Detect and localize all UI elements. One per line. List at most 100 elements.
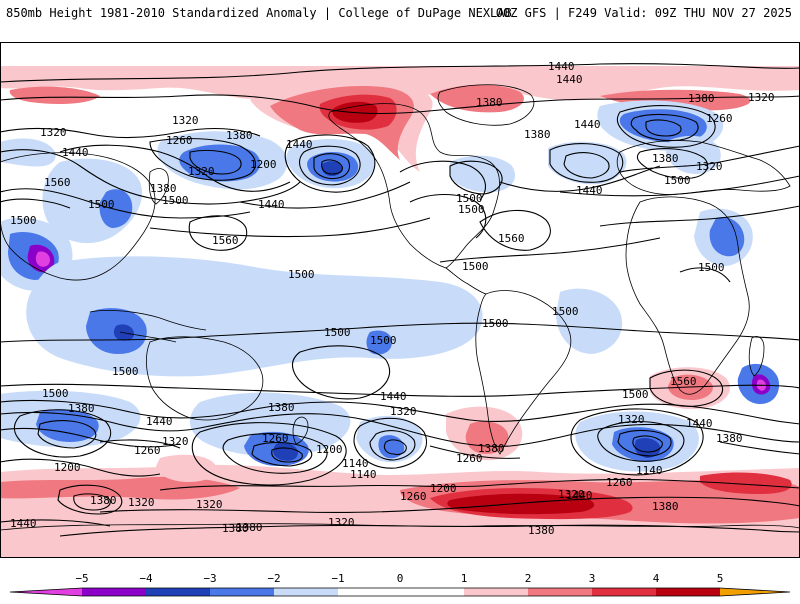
coastline-central-america <box>445 267 487 295</box>
contour-1260-nw <box>149 137 256 181</box>
anomaly-area-ant-positive4 <box>447 493 595 515</box>
colorbar-tick-label: 3 <box>589 572 596 585</box>
contour-1560-saf <box>649 369 723 407</box>
contour-label: 1500 <box>482 317 509 330</box>
contour-label: 1440 <box>686 417 713 430</box>
colorbar-segment-zero <box>338 588 464 596</box>
contour-1560-atl <box>479 209 551 251</box>
contour-label: 1500 <box>112 365 139 378</box>
contour-label: 1440 <box>548 60 575 73</box>
contour-label: 1380 <box>652 152 679 165</box>
contour-label: 1500 <box>698 261 725 274</box>
anomaly-area-atlantic-negative <box>548 141 627 185</box>
contour-label: 1500 <box>622 388 649 401</box>
contour-eu-ring2 <box>630 114 699 142</box>
colorbar-tick-label: 5 <box>717 572 724 585</box>
contour-label: 1260 <box>606 476 633 489</box>
contour-s-low-c-ring2 <box>597 421 685 462</box>
contour-1380-south <box>0 411 800 447</box>
contour-label: 1320 <box>188 165 215 178</box>
contour-s-low-b-ring2 <box>369 430 416 461</box>
contour-s-low-a-ring1 <box>191 422 347 486</box>
anomaly-area-ant-positive-band2 <box>0 476 240 500</box>
anomaly-area-sam-negative <box>556 288 623 354</box>
contour-labels: 1440 1440 1380 1440 1380 1380 1320 1260 … <box>10 60 775 537</box>
contour-label: 1440 <box>556 73 583 86</box>
anomaly-area-sw-positive <box>156 454 217 482</box>
contour-label: 1260 <box>400 490 427 503</box>
contour-aleutian-ring1 <box>284 134 376 193</box>
contour-label: 1380 <box>716 432 743 445</box>
contour-label: 1260 <box>706 112 733 125</box>
map-title: 850mb Height 1981-2010 Standardized Anom… <box>6 6 512 20</box>
contour-label: 1200 <box>430 482 457 495</box>
anomaly-area-northwest-positive <box>9 86 100 104</box>
coastline-greenland <box>437 84 535 126</box>
contour-s-low-a-ring4 <box>271 447 303 463</box>
contour-1440-south2 <box>0 519 111 527</box>
contour-1560-asia <box>0 198 71 209</box>
anomaly-area-greenland-positive <box>430 84 524 113</box>
anomaly-map: 1440 1440 1380 1440 1380 1380 1320 1260 … <box>0 42 800 558</box>
colorbar-segment-pos4 <box>656 588 720 596</box>
contour-label: 1200 <box>316 443 343 456</box>
colorbar-tick-label: 0 <box>397 572 404 585</box>
contour-sw-low-ring2 <box>37 420 97 449</box>
colorbar-segment-neg5 <box>10 588 82 596</box>
contour-label: 1440 <box>286 138 313 151</box>
contour-label: 1320 <box>196 498 223 511</box>
contour-label: 1500 <box>88 198 115 211</box>
contour-label: 1500 <box>458 203 485 216</box>
contour-label: 1500 <box>42 387 69 400</box>
coastline-indonesia <box>89 310 207 343</box>
contour-eu-ring3 <box>645 119 682 137</box>
contour-1500-south <box>0 383 800 397</box>
colorbar-segment-pos5 <box>720 588 790 596</box>
contour-1560-pac <box>188 215 248 251</box>
contour-label: 1500 <box>288 268 315 281</box>
contour-1500-eu <box>599 205 800 227</box>
contour-label: 1200 <box>250 158 277 171</box>
colorbar-svg: −5 −4 −3 −2 −1 0 1 2 3 4 5 <box>9 572 791 597</box>
contour-sw-low-ring1 <box>13 409 112 458</box>
contour-label: 1260 <box>166 134 193 147</box>
colorbar-outline <box>9 587 791 597</box>
anomaly-area-south-negative-w2 <box>36 409 99 442</box>
contour-label: 1440 <box>566 489 593 502</box>
contour-label: 1380 <box>478 442 505 455</box>
contour-label: 1560 <box>212 234 239 247</box>
contour-1440-pac <box>239 181 411 209</box>
coastline-japan <box>148 168 169 205</box>
contour-label: 1500 <box>324 326 351 339</box>
contour-1200-nw <box>189 149 242 175</box>
contour-label: 1560 <box>498 232 525 245</box>
contour-label: 1380 <box>268 401 295 414</box>
contour-label: 1260 <box>134 444 161 457</box>
colorbar-tick-label: −2 <box>267 572 280 585</box>
anomaly-area-spac-negative2 <box>366 330 392 355</box>
coastline-europe <box>616 140 791 195</box>
anomaly-area-south-negative-a3 <box>273 442 298 461</box>
contour-1440-atl <box>499 165 661 192</box>
contour-1320-south2 <box>99 496 800 514</box>
contour-label: 1440 <box>258 198 285 211</box>
contour-label: 1380 <box>476 96 503 109</box>
coastline-africa <box>625 196 750 395</box>
contour-1380-south2 <box>59 524 800 537</box>
colorbar-tick-label: −3 <box>203 572 216 585</box>
anomaly-shading <box>0 66 800 558</box>
contour-label: 1200 <box>54 461 81 474</box>
contour-1320-eu <box>636 148 709 179</box>
contour-1500-us <box>409 194 487 239</box>
contour-label: 1320 <box>328 516 355 529</box>
colorbar-segment-pos1 <box>464 588 528 596</box>
contour-1380-na-ring <box>449 160 503 195</box>
contour-label: 1380 <box>90 494 117 507</box>
coastline-asia-east <box>0 152 156 281</box>
colorbar-ticks: −5 −4 −3 −2 −1 0 1 2 3 4 5 <box>75 572 723 585</box>
contour-atl-low-ring1 <box>549 143 624 183</box>
contour-1380-north <box>0 94 800 115</box>
contour-label: 1380 <box>652 500 679 513</box>
contour-1440-asia <box>0 149 301 205</box>
contour-1500-af <box>679 267 731 283</box>
